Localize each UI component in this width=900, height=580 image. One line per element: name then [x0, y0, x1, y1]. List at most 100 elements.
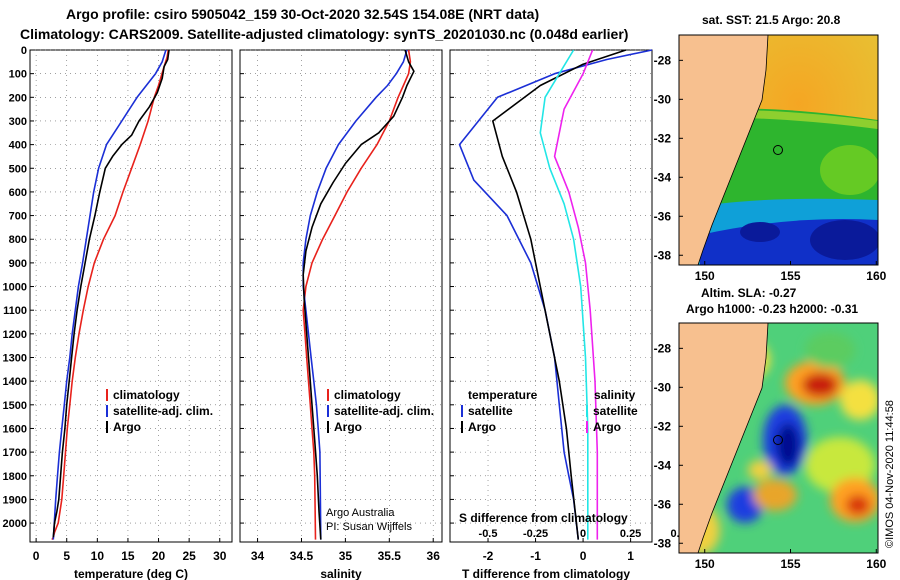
series-line-climatology — [51, 49, 170, 540]
salinity-lines — [302, 49, 415, 540]
x-tick-label: -1 — [530, 549, 541, 563]
x-axis-label-temperature: temperature (deg C) — [74, 567, 188, 580]
sla-map-subtitle: Argo h1000: -0.23 h2000: -0.31 — [686, 302, 858, 316]
y-tick-label: 900 — [9, 258, 27, 270]
x-tick-label: 0 — [580, 549, 587, 563]
x-tick-label: 5 — [63, 549, 70, 563]
temperature-panel-frame — [29, 49, 233, 543]
x-axis-label-salinity: salinity — [320, 567, 362, 580]
map-x-tick-label: 150 — [695, 557, 715, 571]
y-tick-label: 800 — [9, 234, 27, 246]
map-x-tick-label: 155 — [780, 557, 800, 571]
y-tick-label: 1100 — [3, 305, 27, 317]
salinity-panel-frame — [239, 49, 443, 543]
map-y-tick-label: -28 — [654, 341, 672, 355]
map-y-tick-label: -34 — [654, 170, 672, 184]
x-tick-label: 10 — [91, 549, 105, 563]
sla-map-title: Altim. SLA: -0.27 — [701, 286, 797, 300]
legend-label-t-argo: Argo — [468, 420, 496, 434]
series-line-satellite-adj-clim- — [302, 49, 408, 540]
y-tick-label: 100 — [9, 69, 27, 81]
difference-panel-frame — [449, 49, 653, 543]
y-tick-label: 1200 — [3, 329, 27, 341]
sst-map-frame — [678, 34, 879, 266]
difference-lines — [458, 49, 653, 540]
sst-map-ticks: 150 155 160 -28 -30 -32 -34 -36 -38 — [654, 53, 887, 283]
y-tick-label: 1500 — [3, 400, 27, 412]
secondary-x-tick-label: -0.25 — [523, 528, 548, 540]
x-tick-label: -2 — [483, 549, 494, 563]
secondary-x-tick-label: 0.25 — [620, 528, 641, 540]
imos-credit: ©IMOS 04-Nov-2020 11:44:58 — [884, 400, 896, 548]
sla-map-ticks: 150 155 160 -28 -30 -32 -34 -36 -38 — [654, 341, 887, 571]
x-axis-label-difference: T difference from climatology — [462, 567, 630, 580]
legend-label-satellite: satellite-adj. clim. — [113, 404, 213, 418]
legend-title-temperature: temperature — [468, 388, 538, 402]
y-tick-label: 1900 — [3, 494, 27, 506]
series-line-salinity-argo — [553, 49, 599, 540]
series-line-satellite-adj-clim- — [52, 49, 167, 540]
series-line-temperature-satellite — [458, 49, 653, 540]
y-tick-label: 2000 — [3, 518, 27, 530]
y-tick-label: 1000 — [3, 282, 27, 294]
x-tick-label: 0 — [33, 549, 40, 563]
legend-label-climatology: climatology — [334, 388, 401, 402]
y-tick-label: 200 — [9, 92, 27, 104]
legend-label-s-satellite: satellite — [593, 404, 638, 418]
legend-label-argo: Argo — [113, 420, 141, 434]
y-tick-label: 1400 — [3, 376, 27, 388]
series-line-temperature-argo — [491, 49, 627, 540]
sla-map — [679, 323, 878, 553]
y-tick-label: 300 — [9, 116, 27, 128]
sst-argo-marker — [773, 145, 783, 155]
plot-title-line1: Argo profile: csiro 5905042_159 30-Oct-2… — [66, 6, 540, 22]
map-y-tick-label: -32 — [654, 419, 672, 433]
map-y-tick-label: -30 — [654, 380, 672, 394]
series-line-argo — [302, 49, 415, 540]
legend-label-satellite: satellite-adj. clim. — [334, 404, 434, 418]
map-x-tick-label: 150 — [695, 269, 715, 283]
map-x-tick-label: 160 — [866, 557, 886, 571]
x-tick-label: 25 — [182, 549, 196, 563]
secondary-x-tick-label: 0 — [580, 528, 586, 540]
y-tick-label: 1700 — [3, 447, 27, 459]
y-tick-label: 1800 — [3, 471, 27, 483]
y-tick-label: 600 — [9, 187, 27, 199]
plot-title-line2: Climatology: CARS2009. Satellite-adjuste… — [20, 26, 629, 42]
map-y-tick-label: -36 — [654, 497, 672, 511]
y-tick-label: 700 — [9, 211, 27, 223]
x-tick-label: 35 — [339, 549, 353, 563]
credit-argo-australia: Argo Australia — [326, 507, 395, 519]
credit-pi: PI: Susan Wijffels — [326, 521, 412, 533]
map-y-tick-label: -38 — [654, 536, 672, 550]
x-tick-label: 34.5 — [290, 549, 314, 563]
x-tick-label: 35.5 — [378, 549, 402, 563]
sst-map — [679, 35, 878, 265]
depth-tick-labels: 0 100 200 300 400 500 600 700 800 900 1000 1100 1200… — [3, 45, 27, 530]
map-y-tick-label: -30 — [654, 92, 672, 106]
x-tick-label: 30 — [213, 549, 227, 563]
y-tick-label: 400 — [9, 140, 27, 152]
x-tick-label: 1 — [627, 549, 634, 563]
map-y-tick-label: -28 — [654, 53, 672, 67]
y-tick-label: 1600 — [3, 423, 27, 435]
secondary-x-tick-label: -0.5 — [479, 528, 498, 540]
temperature-legend: climatology satellite-adj. clim. Argo — [106, 388, 213, 434]
difference-grid: -2 -1 0 1-0.5 -0.25 0 0.25 0.5 — [450, 49, 686, 563]
legend-label-climatology: climatology — [113, 388, 180, 402]
sst-map-title: sat. SST: 21.5 Argo: 20.8 — [702, 13, 841, 27]
y-tick-label: 500 — [9, 163, 27, 175]
series-line-argo — [52, 49, 170, 538]
temperature-lines — [51, 49, 170, 540]
y-tick-label: 0 — [21, 45, 27, 57]
x-tick-label: 20 — [152, 549, 166, 563]
map-y-tick-label: -32 — [654, 131, 672, 145]
salinity-grid: 34 34.5 35 35.5 36 — [240, 49, 442, 563]
sla-argo-marker — [773, 435, 783, 445]
y-tick-label: 1300 — [3, 353, 27, 365]
legend-label-s-argo: Argo — [593, 420, 621, 434]
map-x-tick-label: 160 — [866, 269, 886, 283]
difference-legend: temperature satellite Argo salinity sate… — [459, 388, 638, 525]
secondary-axis-label: S difference from climatology — [459, 511, 628, 525]
